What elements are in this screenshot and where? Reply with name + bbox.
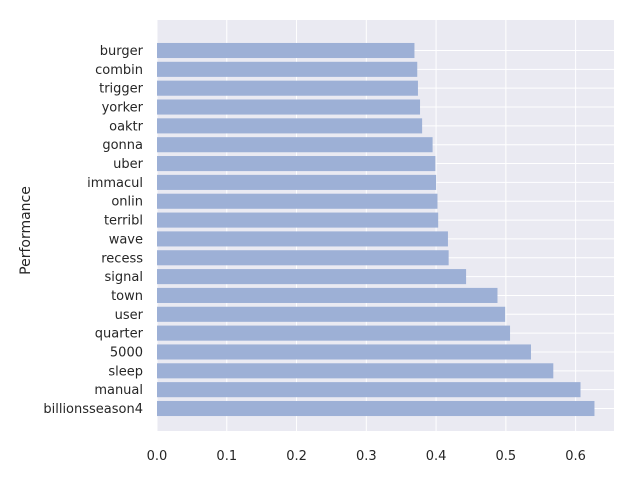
bar-5000 [157,344,531,360]
bar-immacul [157,174,437,190]
y-tick-label: manual [94,383,143,398]
x-tick-label: 0.0 [147,449,168,464]
y-tick-label: terribl [104,214,143,229]
y-tick-label: uber [113,157,143,172]
bars [157,42,595,417]
bar-terribl [157,212,439,228]
bar-oaktr [157,118,423,134]
bar-sleep [157,363,554,379]
x-tick-label: 0.3 [356,449,377,464]
y-tick-label: recess [101,251,143,266]
y-tick-label: quarter [95,327,144,342]
x-tick-label: 0.5 [496,449,517,464]
y-tick-label: billionsseason4 [43,402,143,417]
y-tick-label: burger [100,44,144,59]
y-tick-label: trigger [99,82,144,97]
x-tick-label: 0.2 [286,449,307,464]
x-tick-label: 0.1 [216,449,237,464]
y-tick-label: yorker [102,101,144,116]
y-tick-label: oaktr [109,119,144,134]
y-tick-label: signal [105,270,143,285]
y-tick-label: wave [109,232,143,247]
y-axis-label: Performance [18,186,34,275]
bar-wave [157,231,448,247]
bar-burger [157,42,415,59]
bar-combin [157,61,418,77]
x-tick-labels: 0.0 0.1 0.2 0.3 0.4 0.5 0.6 [147,449,586,464]
y-tick-label: combin [95,63,143,78]
bar-signal [157,269,467,285]
y-tick-labels: burger combin trigger yorker oaktr gonna uber i… [43,44,143,417]
bar-onlin [157,193,438,209]
x-tick-label: 0.6 [565,449,586,464]
bar-user [157,306,506,322]
bar-billionsseason4 [157,400,595,417]
x-tick-label: 0.4 [426,449,447,464]
bar-gonna [157,137,433,153]
y-tick-label: user [115,308,144,323]
bar-uber [157,156,436,172]
y-tick-label: onlin [111,195,143,210]
y-tick-label: 5000 [110,345,143,360]
bar-yorker [157,99,421,115]
y-tick-label: gonna [102,138,143,153]
bar-manual [157,382,581,398]
bar-recess [157,250,449,266]
y-tick-label: immacul [87,176,143,191]
bar-town [157,287,498,303]
y-tick-label: town [111,289,143,304]
bar-trigger [157,80,418,96]
y-tick-label: sleep [108,364,143,379]
bar-quarter [157,325,511,341]
